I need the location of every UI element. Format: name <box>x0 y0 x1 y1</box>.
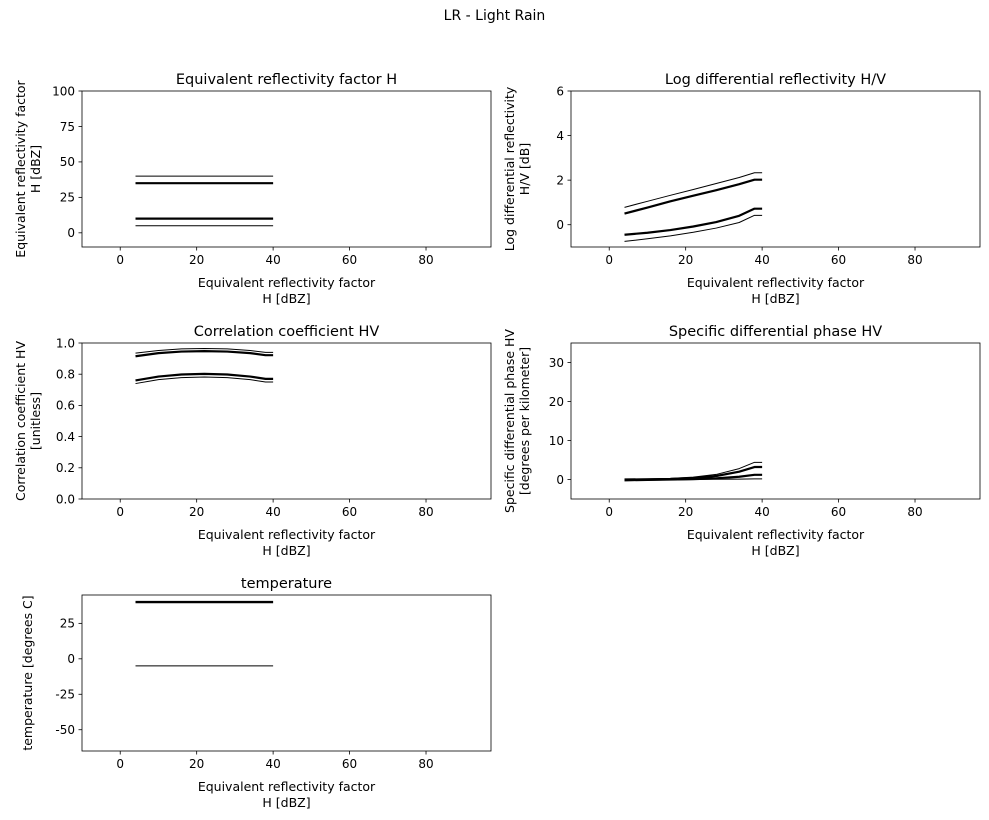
y-tick-label: 20 <box>549 395 564 409</box>
x-axis-label: Equivalent reflectivity factor <box>198 275 376 290</box>
y-tick-label: -50 <box>55 723 75 737</box>
y-tick-label: 50 <box>60 155 75 169</box>
y-tick-label: 1.0 <box>56 336 75 350</box>
series-line-3 <box>135 350 274 358</box>
x-axis-label: Equivalent reflectivity factor <box>687 527 865 542</box>
series-line-4 <box>135 347 274 354</box>
x-axis-label: Equivalent reflectivity factor <box>198 779 376 794</box>
series-line-1 <box>624 214 763 242</box>
series-line-2 <box>624 207 763 236</box>
x-tick-label: 80 <box>418 505 433 519</box>
chart-temperature: 0 20 40 60 80 -50 -25 0 25 temperature Equivalent … <box>20 576 492 810</box>
y-tick-label: 75 <box>60 120 75 134</box>
x-axis-label: H [dBZ] <box>262 291 310 306</box>
y-tick-label: 0.6 <box>56 399 75 413</box>
x-tick-label: 0 <box>605 505 613 519</box>
y-tick-label: 0 <box>67 226 75 240</box>
y-tick-label: 0.4 <box>56 430 75 444</box>
x-axis-label: H [dBZ] <box>751 543 799 558</box>
y-tick-label: 4 <box>556 129 564 143</box>
y-tick-label: 0.0 <box>56 492 75 506</box>
axes-frame <box>570 90 981 248</box>
y-axis-label: [degrees per kilometer] <box>517 347 532 495</box>
figure-suptitle: LR - Light Rain <box>443 8 546 24</box>
x-tick-label: 60 <box>831 505 846 519</box>
x-axis-label: H [dBZ] <box>262 543 310 558</box>
series-line-4 <box>624 172 763 208</box>
x-tick-label: 20 <box>189 757 204 771</box>
x-axis-label: Equivalent reflectivity factor <box>687 275 865 290</box>
x-tick-label: 20 <box>189 253 204 267</box>
chart-kdp: 0 20 40 60 80 0 10 20 30 Specific differential ph… <box>502 324 981 558</box>
y-tick-label: 0 <box>556 473 564 487</box>
y-axis-label: H/V [dB] <box>517 143 532 195</box>
axes-frame <box>81 90 492 248</box>
x-tick-label: 40 <box>754 505 769 519</box>
x-tick-label: 40 <box>265 253 280 267</box>
chart-title: temperature <box>241 576 332 592</box>
x-tick-label: 20 <box>189 505 204 519</box>
y-axis-label: H [dBZ] <box>28 145 43 193</box>
axes-frame <box>81 342 492 500</box>
series-line-2 <box>135 372 274 382</box>
series-line-3 <box>624 178 763 215</box>
x-tick-label: 0 <box>605 253 613 267</box>
y-tick-label: 100 <box>52 84 75 98</box>
y-tick-label: 0 <box>556 218 564 232</box>
axes-frame <box>81 594 492 752</box>
y-axis-label: Specific differential phase HV <box>502 329 517 513</box>
axes-frame <box>570 342 981 500</box>
x-tick-label: 0 <box>116 757 124 771</box>
x-tick-label: 60 <box>342 757 357 771</box>
x-tick-label: 60 <box>831 253 846 267</box>
series-line-4 <box>624 461 763 480</box>
y-tick-label: -25 <box>55 688 75 702</box>
y-tick-label: 0.8 <box>56 368 75 382</box>
x-tick-label: 80 <box>418 757 433 771</box>
y-tick-label: 0 <box>67 652 75 666</box>
chart-title: Specific differential phase HV <box>669 324 882 340</box>
y-axis-label: temperature [degrees C] <box>20 595 35 750</box>
x-tick-label: 60 <box>342 505 357 519</box>
y-axis-label: Log differential reflectivity <box>502 86 517 251</box>
y-axis-label: Correlation coefficient HV <box>13 341 28 501</box>
x-axis-label: H [dBZ] <box>262 795 310 810</box>
x-tick-label: 0 <box>116 253 124 267</box>
y-axis-label: [unitless] <box>28 392 43 450</box>
y-tick-label: 2 <box>556 173 564 187</box>
x-tick-label: 40 <box>754 253 769 267</box>
y-tick-label: 30 <box>549 356 564 370</box>
x-tick-label: 80 <box>907 253 922 267</box>
y-tick-label: 25 <box>60 617 75 631</box>
x-tick-label: 40 <box>265 757 280 771</box>
y-tick-label: 10 <box>549 434 564 448</box>
x-tick-label: 40 <box>265 505 280 519</box>
x-axis-label: H [dBZ] <box>751 291 799 306</box>
y-axis-label: Equivalent reflectivity factor <box>13 79 28 257</box>
y-tick-label: 6 <box>556 84 564 98</box>
x-tick-label: 80 <box>418 253 433 267</box>
x-tick-label: 80 <box>907 505 922 519</box>
chart-rhohv: 0 20 40 60 80 0.0 0.2 0.4 0.6 0.8 1.0 Correlation c… <box>13 324 492 558</box>
chart-zh: 0 20 40 60 80 0 25 50 75 100 Equivalent reflectivi… <box>13 72 492 306</box>
chart-title: Log differential reflectivity H/V <box>665 72 886 88</box>
y-tick-label: 0.2 <box>56 461 75 475</box>
x-tick-label: 20 <box>678 505 693 519</box>
y-tick-label: 25 <box>60 191 75 205</box>
series-line-1 <box>135 376 274 385</box>
x-tick-label: 60 <box>342 253 357 267</box>
x-tick-label: 0 <box>116 505 124 519</box>
chart-title: Equivalent reflectivity factor H <box>176 72 397 88</box>
chart-title: Correlation coefficient HV <box>194 324 380 340</box>
x-tick-label: 20 <box>678 253 693 267</box>
x-axis-label: Equivalent reflectivity factor <box>198 527 376 542</box>
chart-zdr: 0 20 40 60 80 0 2 4 6 Log differential reflectivi… <box>502 72 981 306</box>
